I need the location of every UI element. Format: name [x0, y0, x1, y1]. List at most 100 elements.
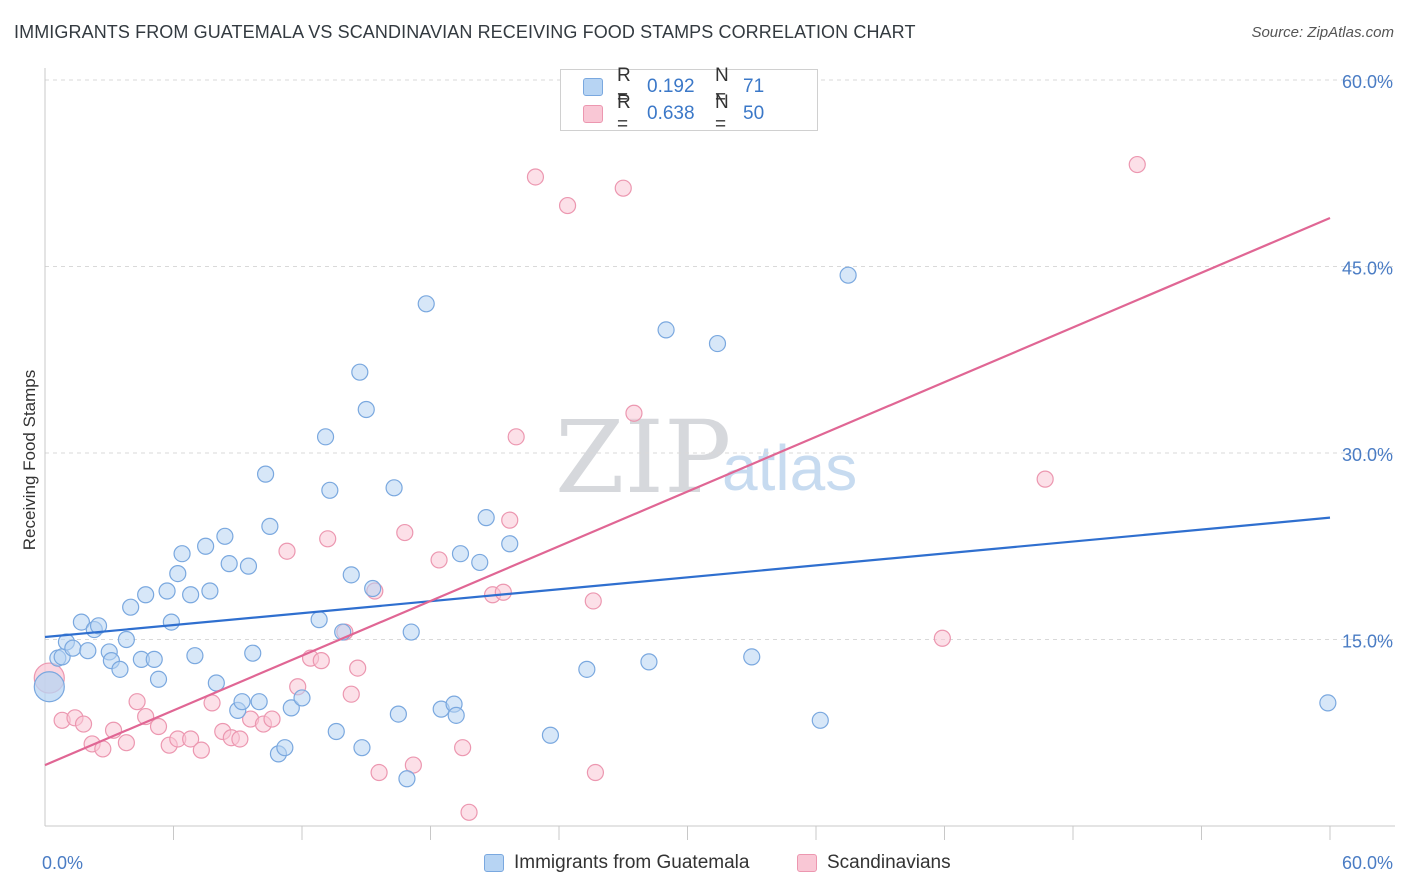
- chart-title: IMMIGRANTS FROM GUATEMALA VS SCANDINAVIA…: [14, 22, 916, 42]
- data-point: [182, 730, 200, 748]
- data-point: [149, 670, 168, 688]
- data-point: [494, 583, 512, 601]
- y-tick-label: 15.0%: [1342, 632, 1393, 652]
- y-tick-label: 60.0%: [1342, 72, 1393, 92]
- data-point: [316, 428, 335, 446]
- data-point: [321, 481, 339, 499]
- data-point: [231, 730, 249, 748]
- data-point: [117, 630, 135, 649]
- data-point: [117, 734, 135, 752]
- data-point: [79, 642, 97, 660]
- data-point: [128, 693, 146, 711]
- data-point: [558, 196, 577, 215]
- data-point: [169, 565, 187, 583]
- data-point: [137, 586, 155, 604]
- legend-swatch-pink: [583, 105, 603, 123]
- data-point: [454, 739, 472, 757]
- data-point: [319, 530, 337, 548]
- legend-row-scandinavians: R = 0.638 N = 50: [583, 92, 765, 135]
- bottom-legend-swatch-blue: [484, 854, 504, 872]
- data-point: [364, 579, 382, 598]
- bottom-legend-label: Scandinavians: [827, 852, 951, 873]
- data-point: [1319, 694, 1337, 712]
- data-point: [447, 706, 465, 724]
- data-point: [192, 741, 210, 759]
- data-point: [471, 553, 489, 572]
- data-point: [933, 629, 951, 647]
- data-point: [708, 334, 727, 353]
- y-tick-label: 30.0%: [1342, 445, 1393, 465]
- data-point: [342, 566, 360, 584]
- data-point: [417, 295, 435, 313]
- legend-n-label: N =: [715, 65, 729, 108]
- guatemala-points: [33, 266, 1337, 788]
- data-point: [239, 557, 258, 575]
- y-tick-label: 45.0%: [1342, 259, 1393, 279]
- data-point: [74, 715, 93, 733]
- data-point: [276, 739, 294, 757]
- data-point: [197, 537, 215, 555]
- data-point: [370, 763, 388, 782]
- legend-n-value: 71: [743, 76, 765, 97]
- data-point: [256, 465, 275, 483]
- data-point: [811, 711, 829, 729]
- data-point: [182, 586, 200, 604]
- x-tick-label: 0.0%: [42, 853, 83, 873]
- correlation-legend: R = 0.192 N = 71 R = 0.638 N = 50: [560, 65, 818, 135]
- data-point: [282, 699, 300, 717]
- data-point: [33, 671, 65, 703]
- scandinavians-trend-line: [44, 216, 1331, 767]
- bottom-legend-label: Immigrants from Guatemala: [514, 852, 750, 873]
- data-point: [278, 542, 296, 560]
- data-point: [501, 535, 519, 553]
- watermark-zip: ZIP: [555, 399, 731, 516]
- data-point: [186, 647, 204, 665]
- data-point: [396, 523, 414, 542]
- data-point: [1036, 470, 1054, 488]
- data-point: [501, 511, 519, 529]
- data-point: [1128, 155, 1146, 174]
- data-point: [743, 648, 761, 666]
- data-point: [145, 650, 163, 668]
- data-point: [201, 582, 219, 600]
- data-point: [385, 479, 403, 497]
- legend-r-label: R =: [617, 65, 631, 108]
- data-point: [402, 623, 420, 641]
- legend-r-label: R =: [617, 92, 631, 135]
- data-point: [111, 660, 129, 678]
- guatemala-trend-line: [44, 516, 1331, 639]
- legend-n-label: N =: [715, 92, 729, 135]
- data-point: [72, 613, 91, 631]
- data-point: [640, 653, 658, 671]
- data-point: [541, 726, 560, 744]
- data-point: [220, 555, 238, 573]
- source-note: Source: ZipAtlas.com: [1251, 24, 1394, 41]
- data-point: [839, 266, 857, 284]
- legend-r-value: 0.638: [647, 103, 695, 124]
- legend-swatch-blue: [583, 78, 603, 96]
- legend-n-value: 50: [743, 103, 765, 124]
- legend-row-guatemala: R = 0.192 N = 71: [583, 65, 765, 108]
- data-point: [342, 685, 360, 703]
- data-point: [507, 428, 525, 446]
- trend-lines: [44, 216, 1331, 767]
- data-point: [526, 168, 545, 186]
- legend-r-value: 0.192: [647, 76, 695, 97]
- data-point: [584, 592, 602, 610]
- data-point: [64, 639, 82, 657]
- data-point: [263, 710, 281, 728]
- data-point: [250, 693, 268, 711]
- bottom-legend-guatemala: Immigrants from Guatemala: [484, 852, 749, 874]
- data-point: [149, 717, 168, 736]
- data-point: [293, 689, 311, 707]
- bottom-legend-scandinavians: Scandinavians: [797, 852, 951, 874]
- bottom-legend-swatch-pink: [797, 854, 817, 872]
- tick-labels: 15.0% 30.0% 45.0% 60.0% 0.0% 60.0%: [42, 72, 1393, 873]
- data-point: [349, 659, 367, 677]
- data-point: [586, 763, 605, 782]
- data-point: [389, 705, 407, 723]
- data-point: [657, 321, 675, 339]
- data-point: [244, 644, 262, 662]
- x-tick-label: 60.0%: [1342, 853, 1393, 873]
